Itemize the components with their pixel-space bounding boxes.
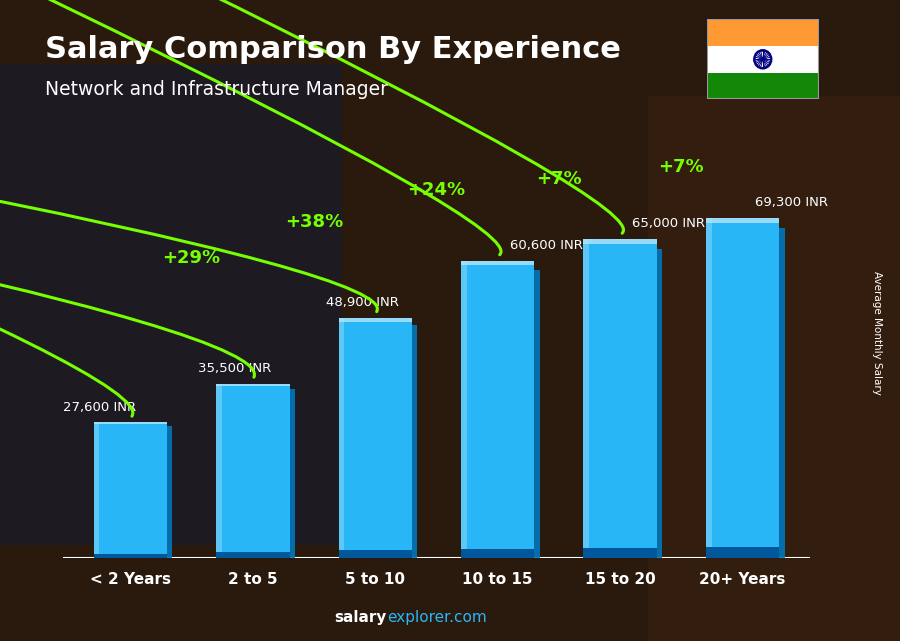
Text: explorer.com: explorer.com: [387, 610, 487, 625]
Bar: [779, 228, 785, 558]
Text: Salary Comparison By Experience: Salary Comparison By Experience: [45, 35, 621, 64]
Bar: [657, 249, 662, 558]
Bar: [535, 269, 540, 558]
Bar: [216, 384, 290, 558]
Text: Network and Infrastructure Manager: Network and Infrastructure Manager: [45, 80, 388, 99]
Bar: [461, 261, 467, 558]
Circle shape: [761, 58, 764, 61]
Bar: [412, 325, 418, 558]
Text: 60,600 INR: 60,600 INR: [510, 239, 583, 252]
Text: +38%: +38%: [285, 213, 343, 231]
Bar: [583, 239, 657, 558]
Bar: [706, 218, 779, 558]
Circle shape: [755, 51, 770, 67]
Bar: [461, 261, 535, 558]
Bar: [338, 318, 412, 558]
Text: Average Monthly Salary: Average Monthly Salary: [872, 271, 883, 395]
Bar: [706, 72, 819, 99]
Text: +7%: +7%: [536, 170, 581, 188]
Text: salary: salary: [335, 610, 387, 625]
Bar: [583, 239, 590, 558]
Text: +7%: +7%: [659, 158, 704, 176]
Text: +29%: +29%: [163, 249, 220, 267]
Bar: [461, 261, 535, 265]
Bar: [461, 549, 535, 558]
Bar: [216, 384, 222, 558]
Bar: [338, 551, 412, 558]
Bar: [216, 553, 290, 558]
Bar: [706, 46, 819, 72]
Text: 65,000 INR: 65,000 INR: [633, 217, 706, 230]
Bar: [706, 218, 779, 223]
Bar: [94, 422, 167, 424]
Bar: [290, 389, 294, 558]
Text: 27,600 INR: 27,600 INR: [63, 401, 136, 413]
Text: +24%: +24%: [408, 181, 465, 199]
Text: 35,500 INR: 35,500 INR: [198, 362, 271, 375]
Bar: [94, 554, 167, 558]
Bar: [94, 422, 167, 558]
Bar: [167, 426, 172, 558]
Bar: [583, 239, 657, 244]
Bar: [216, 384, 290, 387]
Bar: [338, 318, 345, 558]
Bar: [0, 64, 342, 545]
Bar: [648, 96, 900, 641]
Bar: [706, 547, 779, 558]
Bar: [338, 318, 412, 322]
Text: 48,900 INR: 48,900 INR: [327, 296, 400, 309]
Bar: [583, 548, 657, 558]
Bar: [706, 218, 712, 558]
Circle shape: [754, 50, 771, 69]
Bar: [94, 422, 100, 558]
Bar: [706, 19, 819, 46]
Text: 69,300 INR: 69,300 INR: [755, 196, 828, 209]
